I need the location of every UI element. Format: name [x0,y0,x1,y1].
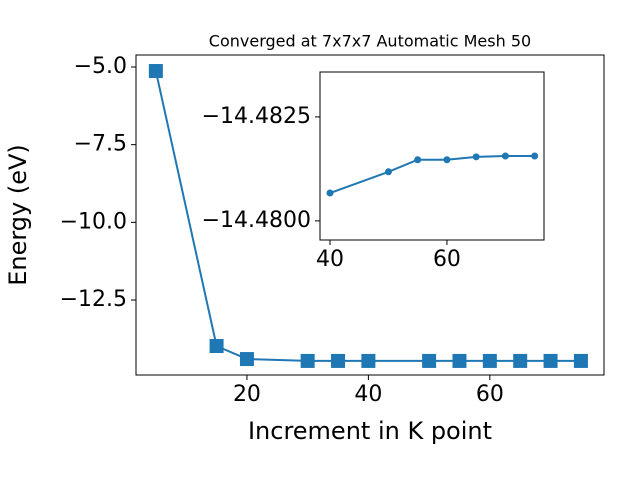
x-tick-label: 60 [476,382,504,407]
marker [209,339,224,354]
marker [513,353,528,368]
marker [501,152,509,160]
marker [452,353,467,368]
axes-frame [135,54,605,376]
marker [472,153,480,161]
marker [414,156,422,164]
marker [148,64,163,79]
marker [482,353,497,368]
marker [573,353,588,368]
axes-frame [319,71,545,241]
marker [326,189,334,197]
marker [361,353,376,368]
chart-title: Converged at 7x7x7 Automatic Mesh 50 [209,32,531,51]
marker [543,353,558,368]
x-tick-label: 60 [433,247,461,272]
x-tick-label: 40 [354,382,382,407]
y-tick-label: −5.0 [74,54,127,79]
y-tick-label: −7.5 [74,132,127,157]
y-tick-label: −14.4800 [202,208,311,233]
marker [239,352,254,367]
x-axis-label: Increment in K point [248,417,492,445]
y-axis-label: Energy (eV) [4,144,32,286]
x-tick-label: 40 [316,247,344,272]
marker [422,353,437,368]
marker [331,353,346,368]
x-tick-label: 20 [233,382,261,407]
marker [443,156,451,164]
marker [531,152,539,160]
marker [384,168,392,176]
y-tick-label: −10.0 [60,209,127,234]
y-tick-label: −12.5 [60,287,127,312]
y-tick-label: −14.4825 [202,104,311,129]
marker [300,353,315,368]
